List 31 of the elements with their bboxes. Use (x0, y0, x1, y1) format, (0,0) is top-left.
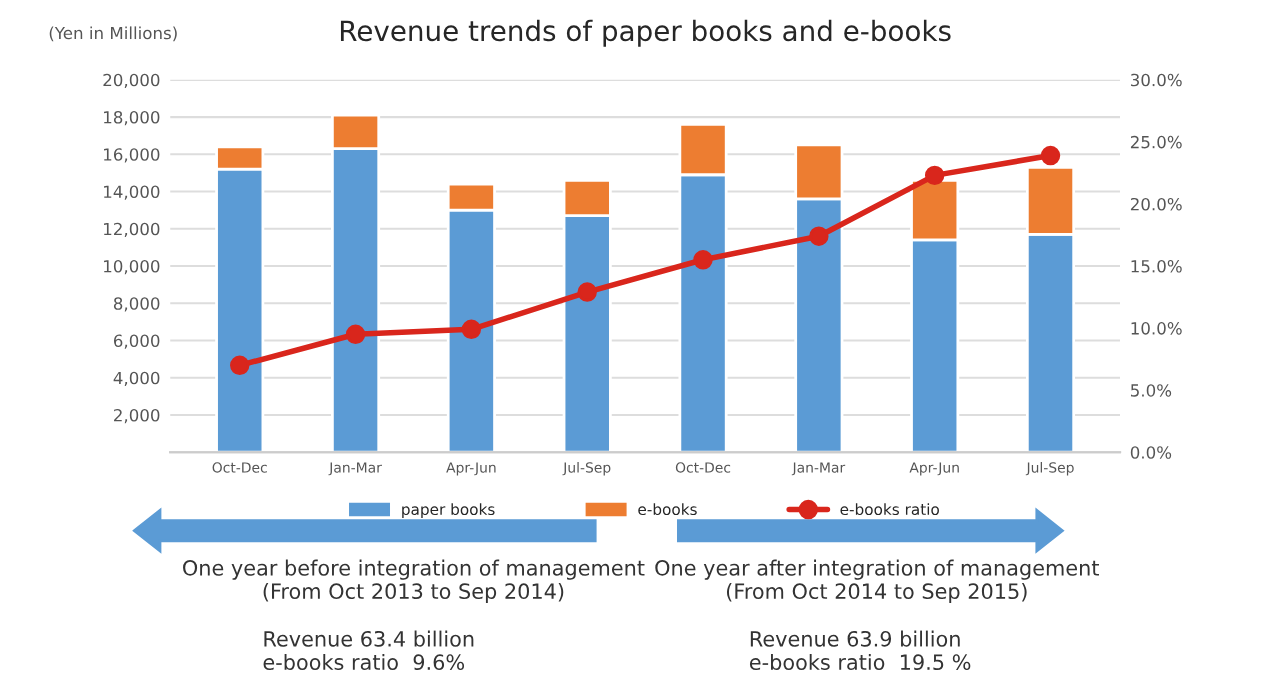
point (345, 324, 366, 345)
chart-title: Revenue trends of paper books and e-books (340, 19, 951, 47)
y2-tick-label: 20.0% (1130, 197, 1182, 211)
y-tick-label: 20,000 (103, 73, 160, 89)
y2-tick-label: 10.0% (1131, 322, 1182, 335)
y-tick-label: 18,000 (104, 110, 160, 126)
y-axis-title: (Yen in Millions) (49, 26, 177, 42)
y2-tick-label: 30.0% (1130, 73, 1182, 87)
y-tick-label: 8,000 (113, 297, 160, 312)
point (924, 165, 945, 186)
y2-tick-label: 25.0% (1130, 135, 1182, 149)
text: Revenue 63.4 billion e-books ratio 9.6% (263, 630, 474, 671)
point (577, 282, 597, 302)
y-tick-label: 4,000 (113, 371, 160, 387)
point (693, 250, 713, 270)
text: Revenue 63.9 billion e-books ratio 19.5 % (749, 630, 971, 671)
y-tick-label: 16,000 (104, 148, 160, 163)
y-tick-label: 14,000 (104, 185, 160, 200)
y-tick-label: 6,000 (113, 334, 160, 349)
y2-tick-label: 15.0% (1131, 259, 1182, 273)
y2-tick-label: 5.0% (1131, 384, 1172, 397)
point (809, 226, 829, 246)
point (230, 355, 250, 376)
y-tick-label: 2,000 (114, 408, 160, 424)
y-tick-label: 12,000 (104, 222, 160, 238)
y-tick-label: 10,000 (104, 259, 160, 275)
text: One year before integration of management (From Oct 2013 to Sep 2014) (183, 559, 645, 604)
text: One year after integration of management (From Oct 2014 to Sep 2015) (655, 559, 1099, 604)
y2-tick-label: 0.0% (1130, 446, 1172, 459)
point (461, 319, 482, 340)
point (1040, 145, 1061, 166)
